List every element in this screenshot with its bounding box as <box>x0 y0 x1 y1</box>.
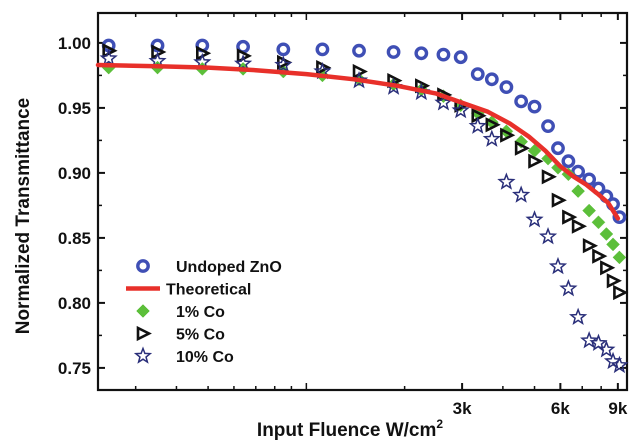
data-point <box>541 119 555 134</box>
data-point <box>484 72 499 87</box>
legend-item-theoretical: Theoretical <box>126 282 251 299</box>
legend-item-undoped-zno: Undoped ZnO <box>136 259 282 276</box>
data-point <box>451 100 470 119</box>
data-point <box>497 172 516 190</box>
data-point <box>274 55 293 73</box>
x-axis-title-superscript: 2 <box>436 417 443 431</box>
data-point <box>612 250 627 265</box>
legend-label: 10% Co <box>176 349 234 366</box>
data-point <box>482 129 501 147</box>
data-point <box>548 256 568 275</box>
data-point <box>512 185 531 203</box>
data-point <box>561 154 576 169</box>
data-point <box>541 169 557 185</box>
legend-marker <box>136 325 152 342</box>
data-point <box>468 116 487 134</box>
x-axis-title-text: Input Fluence W/cm <box>257 420 436 441</box>
y-tick-label: 0.80 <box>58 294 91 313</box>
data-point <box>591 215 606 230</box>
plot-frame <box>96 11 629 392</box>
data-point <box>470 67 485 82</box>
data-point <box>386 45 401 59</box>
data-point <box>562 209 578 225</box>
data-point <box>551 141 565 156</box>
data-point <box>315 42 330 57</box>
y-tick-label: 0.85 <box>58 229 91 248</box>
data-point <box>571 184 585 198</box>
data-point <box>612 210 627 225</box>
series-1pct-co <box>101 60 627 265</box>
data-point <box>99 48 118 67</box>
legend-item-10pct-co: 10% Co <box>133 346 234 366</box>
data-point <box>514 140 531 156</box>
legend-label: 1% Co <box>176 304 225 321</box>
y-tick-label: 0.90 <box>58 164 91 183</box>
legend-marker <box>136 304 150 318</box>
data-point <box>600 260 616 276</box>
legend: Undoped ZnO Theoretical 1% Co 5% Co 10% Co <box>126 259 282 366</box>
data-point <box>453 50 468 65</box>
data-point <box>613 284 629 301</box>
data-point <box>525 210 544 228</box>
data-point <box>571 218 588 234</box>
x-tick-label: 3k <box>453 399 472 418</box>
data-point <box>582 238 599 254</box>
data-point <box>610 355 629 374</box>
data-point <box>436 47 451 62</box>
data-point <box>580 331 599 349</box>
data-point <box>599 227 614 241</box>
x-tick-label: 9k <box>608 399 627 418</box>
y-tick-label: 1.00 <box>58 34 91 53</box>
data-point <box>414 46 429 61</box>
data-point <box>538 227 558 245</box>
data-point <box>606 273 622 289</box>
axes: 1.00 0.95 0.90 0.85 0.80 0.75 3k 6k 9k <box>58 11 629 418</box>
y-axis-title: Normalized Transmittance <box>13 98 34 335</box>
legend-label: Undoped ZnO <box>176 259 282 276</box>
legend-item-5pct-co: 5% Co <box>136 325 225 344</box>
data-point <box>500 127 516 143</box>
series-layer <box>95 38 629 374</box>
data-point <box>597 340 616 358</box>
legend-marker <box>133 346 153 364</box>
x-axis-title: Input Fluence W/cm2 <box>257 417 443 441</box>
data-point <box>528 153 544 169</box>
series-theoretical <box>95 62 621 221</box>
data-point <box>571 164 586 179</box>
theoretical-line <box>95 62 621 221</box>
x-tick-label: 6k <box>551 399 570 418</box>
data-point <box>527 99 542 114</box>
data-point <box>589 333 608 351</box>
legend-label: Theoretical <box>166 282 251 299</box>
data-point <box>568 307 588 325</box>
legend-marker <box>136 259 150 273</box>
legend-item-1pct-co: 1% Co <box>136 304 225 321</box>
data-point <box>499 80 514 95</box>
data-point <box>592 248 608 264</box>
data-point <box>233 54 253 72</box>
y-tick-label: 0.75 <box>58 359 91 378</box>
data-point <box>582 203 596 218</box>
legend-label: 5% Co <box>176 327 225 344</box>
data-point <box>514 94 529 109</box>
data-point <box>352 43 366 58</box>
data-point <box>485 117 501 133</box>
data-point <box>606 237 620 252</box>
y-tick-label: 0.95 <box>58 99 91 118</box>
series-10pct-co <box>99 48 629 374</box>
data-point <box>276 42 291 57</box>
data-point <box>559 279 578 297</box>
data-point <box>551 192 567 208</box>
